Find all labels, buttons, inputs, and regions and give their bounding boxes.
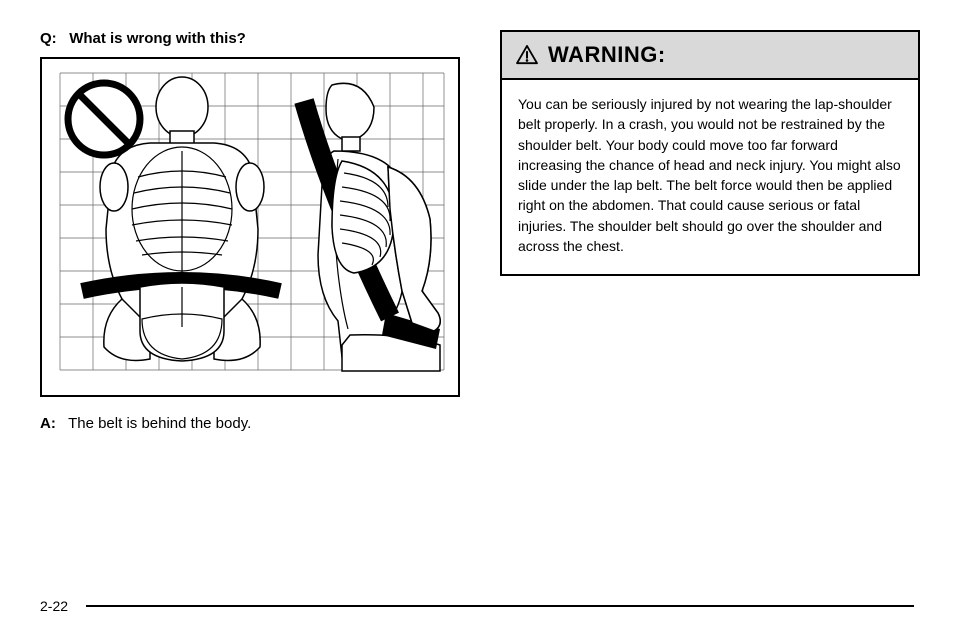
question-text: What is wrong with this? xyxy=(69,30,246,47)
q-label: Q: xyxy=(40,30,57,47)
warning-header: WARNING: xyxy=(502,32,918,80)
right-column: WARNING: You can be seriously injured by… xyxy=(500,30,920,432)
warning-triangle-icon xyxy=(516,45,538,65)
warning-title: WARNING: xyxy=(548,42,666,68)
figure-illustration xyxy=(40,57,460,397)
page-footer: 2-22 xyxy=(40,598,914,614)
prohibit-icon xyxy=(68,83,140,155)
a-label: A: xyxy=(40,415,56,432)
footer-rule xyxy=(86,605,914,607)
answer-text: The belt is behind the body. xyxy=(68,415,251,432)
answer-line: A: The belt is behind the body. xyxy=(40,415,460,432)
question-line: Q: What is wrong with this? xyxy=(40,30,460,47)
warning-box: WARNING: You can be seriously injured by… xyxy=(500,30,920,276)
warning-body-text: You can be seriously injured by not wear… xyxy=(502,80,918,274)
page-number: 2-22 xyxy=(40,598,68,614)
left-column: Q: What is wrong with this? xyxy=(40,30,460,432)
